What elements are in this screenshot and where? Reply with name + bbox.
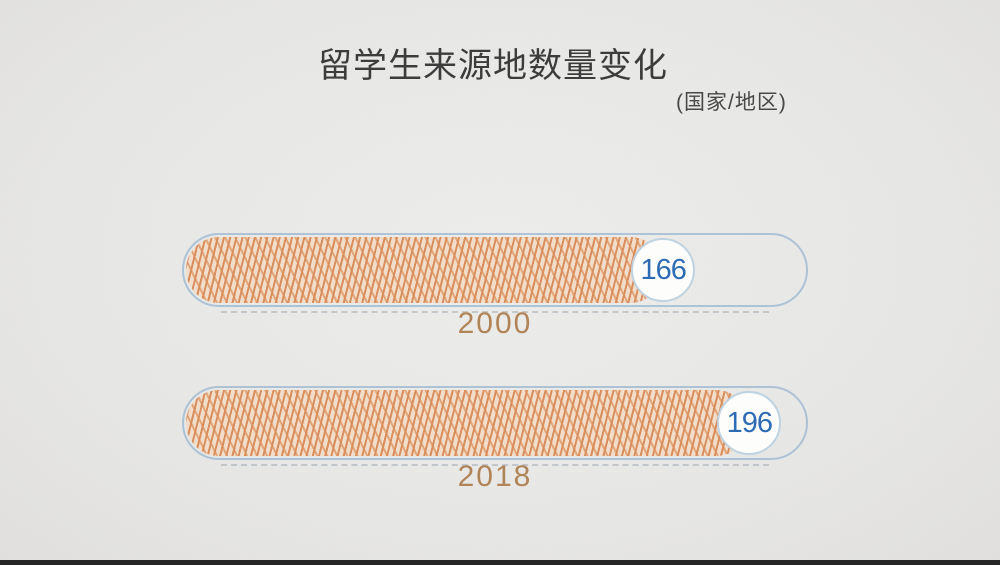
value-label: 166	[640, 253, 686, 286]
bar-fill	[186, 237, 664, 303]
bar-row-2000: 166	[182, 233, 808, 313]
bottom-edge-strip	[0, 560, 1000, 565]
bar-fill	[186, 390, 750, 456]
chart-subtitle: (国家/地区)	[676, 91, 787, 114]
value-badge: 196	[717, 391, 782, 455]
bar-row-2018: 196	[182, 386, 808, 466]
value-label: 196	[726, 406, 773, 439]
category-label-2000: 2000	[457, 307, 533, 340]
category-label-2018: 2018	[457, 460, 533, 493]
chart-title: 留学生来源地数量变化	[318, 47, 668, 85]
value-badge: 166	[631, 238, 696, 302]
